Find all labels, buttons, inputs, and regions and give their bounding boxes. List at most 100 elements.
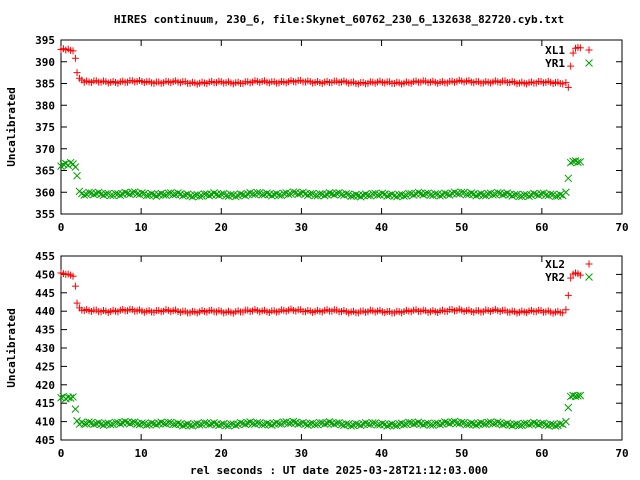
y-tick-label: 360 <box>35 186 55 199</box>
yr2-point <box>263 419 271 427</box>
xl1-point <box>567 62 575 70</box>
yr1-point <box>90 190 98 199</box>
y-tick-label: 405 <box>35 434 55 447</box>
yr1-point <box>272 189 281 198</box>
yr1-point <box>239 190 247 199</box>
yr1-point <box>332 189 341 198</box>
yr2-point <box>316 418 324 427</box>
yr2-point <box>431 419 440 428</box>
yr1-point <box>99 191 108 200</box>
x-axis-label: rel seconds : UT date 2025-03-28T21:12:0… <box>190 464 488 477</box>
yr1-point <box>195 192 204 201</box>
yr1-point <box>135 190 144 199</box>
yr1-point <box>421 189 430 198</box>
yr2-point <box>178 421 187 430</box>
yr1-point <box>279 189 288 198</box>
yr2-point <box>102 419 110 428</box>
yr1-point <box>320 191 329 200</box>
x-tick-label: 20 <box>215 221 228 234</box>
yr1-point <box>267 191 276 200</box>
yr2-point <box>467 419 476 427</box>
yr1-point <box>489 190 497 199</box>
y-tick-label: 380 <box>35 99 55 112</box>
y-tick-label: 430 <box>35 342 55 355</box>
legend-label-yr1: YR1 <box>545 57 565 70</box>
top-panel: Uncalibrated 0 10 20 30 40 50 60 70 355 360 365 370… <box>5 34 629 234</box>
yr2-point <box>126 419 134 428</box>
yr2-point <box>529 418 538 427</box>
yr1-point <box>436 191 444 200</box>
yr1-point <box>441 189 449 198</box>
yr2-point <box>279 418 288 427</box>
xl2-point <box>567 274 575 282</box>
yr1-point <box>479 191 488 199</box>
yr2-point <box>564 403 573 412</box>
y-tick-label: 450 <box>35 268 55 281</box>
y-tick-label: 440 <box>35 305 55 318</box>
yr1-point <box>378 189 387 198</box>
yr1-point <box>352 190 360 199</box>
legend-label-xl1: XL1 <box>545 44 565 57</box>
yr2-point <box>311 420 319 429</box>
yr1-point <box>275 191 283 199</box>
yr2-point <box>558 420 567 429</box>
yr1-point <box>133 190 141 198</box>
yr2-point <box>364 420 372 428</box>
legend-marker <box>585 273 593 281</box>
yr2-point <box>542 421 550 429</box>
yr2-point <box>472 421 480 429</box>
yr2-point <box>513 419 521 428</box>
yr1-point <box>571 157 580 165</box>
yr1-point <box>558 191 567 200</box>
y-tick-label: 425 <box>35 360 55 373</box>
yr1-point <box>426 191 435 199</box>
yr2-point <box>489 419 497 428</box>
yr2-point <box>400 420 408 429</box>
yr1-point <box>316 190 324 198</box>
yr1-point <box>169 190 178 199</box>
yr2-point <box>306 419 315 428</box>
xl2-point <box>576 271 584 279</box>
bottom-legend: XL2 YR2 <box>545 258 593 284</box>
yr1-point <box>174 189 182 197</box>
yr1-point <box>263 189 271 197</box>
y-tick-label: 435 <box>35 324 55 337</box>
legend-marker <box>585 260 593 268</box>
yr1-point <box>152 192 161 200</box>
yr2-point <box>546 420 555 428</box>
x-tick-label: 0 <box>58 221 65 234</box>
yr1-point <box>205 191 214 200</box>
yr1-point <box>409 191 418 199</box>
yr2-point <box>537 419 545 428</box>
yr1-point <box>400 192 408 200</box>
yr1-point <box>311 191 319 200</box>
xl2-point <box>559 309 567 317</box>
yr1-point <box>373 191 382 200</box>
yr1-point <box>508 192 517 200</box>
legend-marker-yr2 <box>585 273 593 281</box>
xl1-point <box>71 54 79 62</box>
legend-marker <box>585 59 593 67</box>
yr1-point <box>325 188 334 197</box>
yr2-point <box>576 391 585 400</box>
yr2-point <box>534 420 543 429</box>
xl1-point <box>564 83 572 91</box>
yr1-point <box>253 188 262 197</box>
yr1-point <box>111 189 120 198</box>
yr2-point <box>73 417 81 425</box>
yr1-point <box>340 191 348 200</box>
yr2-point <box>174 419 182 427</box>
yr2-point <box>397 419 406 428</box>
yr2-point <box>99 421 108 429</box>
x-tick-label: 30 <box>295 447 308 460</box>
yr2-point <box>138 419 146 427</box>
yr2-point <box>448 418 456 427</box>
yr2-point <box>251 420 259 429</box>
yr1-point <box>157 189 166 198</box>
xl1-point <box>559 80 567 88</box>
yr2-point <box>106 420 115 429</box>
yr2-point <box>457 418 466 427</box>
y-tick-label: 385 <box>35 78 55 91</box>
yr1-point <box>569 157 577 166</box>
yr2-point <box>217 420 226 429</box>
